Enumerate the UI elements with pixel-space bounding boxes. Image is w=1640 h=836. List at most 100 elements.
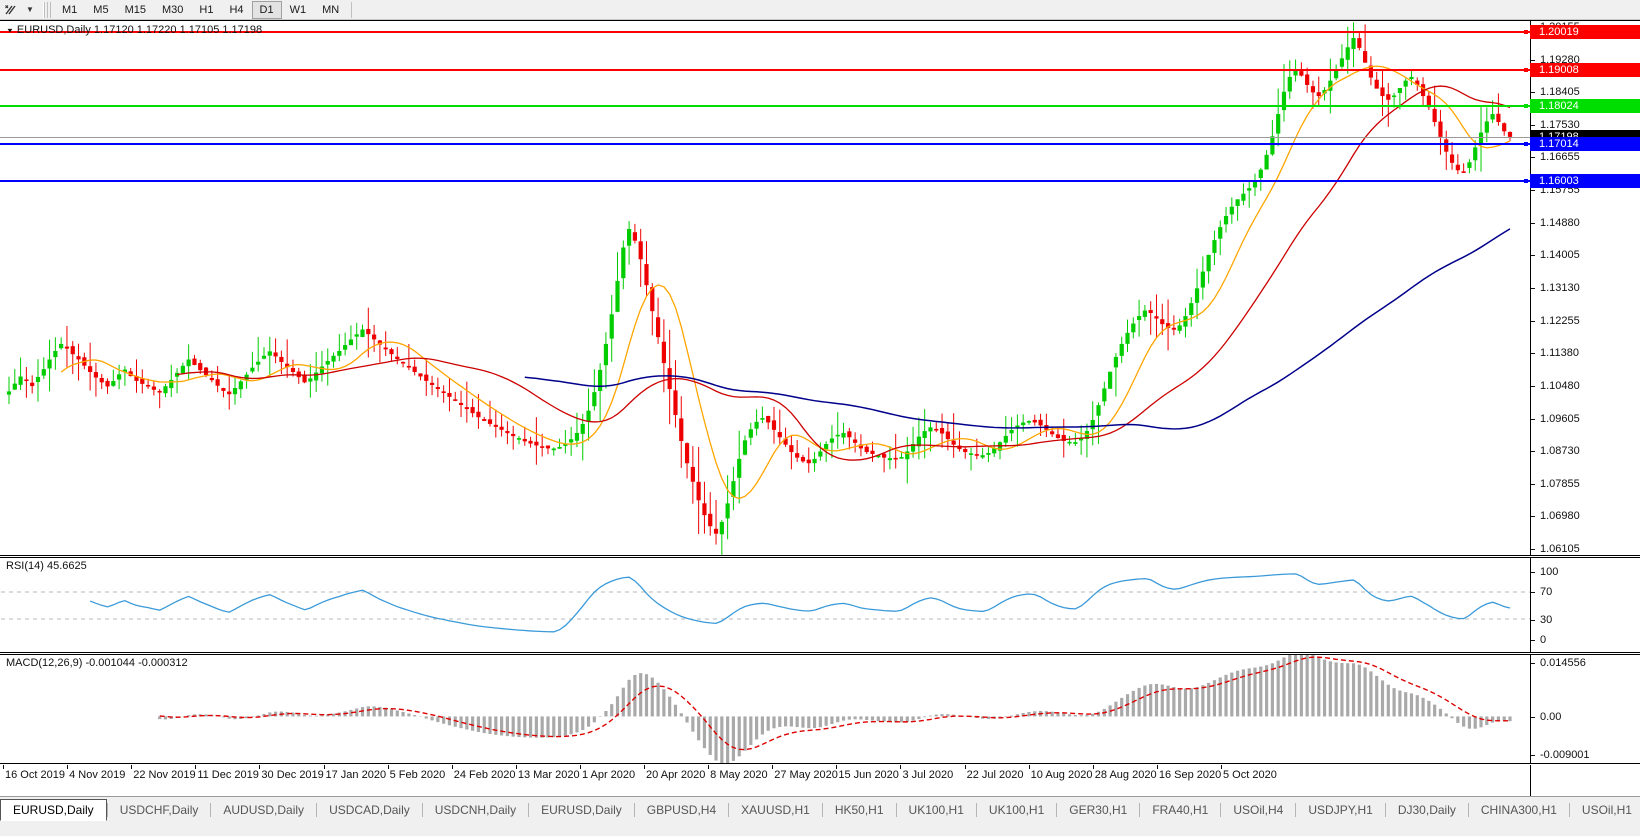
date-axis-tick (772, 765, 774, 769)
rsi-pane[interactable]: RSI(14) 45.6625 100 70 30 0 (0, 557, 1640, 653)
price-axis-tick (1531, 255, 1535, 257)
chart-tab-eurusd-daily[interactable]: EURUSD,Daily (541, 803, 622, 817)
price-axis-tick (1531, 222, 1535, 224)
tab-divider (1220, 803, 1222, 817)
chart-tab-usdjpy-h1[interactable]: USDJPY,H1 (1308, 803, 1373, 817)
timeframe-m30[interactable]: M30 (161, 3, 184, 16)
price-axis-tick (1531, 157, 1535, 159)
chart-tab-uk100-h1[interactable]: UK100,H1 (988, 803, 1045, 817)
chart-tab-usoil-h1[interactable]: USOil,H1 (1581, 803, 1632, 817)
date-axis-tick (451, 765, 453, 769)
price-axis-label: 1.08730 (1540, 445, 1580, 458)
date-axis-label: 22 Jul 2020 (966, 769, 1024, 781)
macd-plot[interactable] (1, 655, 1530, 763)
date-axis-tick (708, 765, 710, 769)
tab-divider (728, 803, 730, 817)
price-axis-label: 1.19280 (1540, 53, 1580, 66)
tab-divider (528, 803, 530, 817)
macd-axis-tick (1531, 663, 1535, 664)
chevron-down-icon[interactable]: ▼ (26, 5, 34, 14)
price-axis-tick (1531, 190, 1535, 192)
price-tag-pivot[interactable]: 1.18024 (1530, 99, 1640, 114)
rsi-axis-tick (1531, 640, 1535, 641)
rsi-plot[interactable] (1, 558, 1530, 652)
tab-divider (1384, 803, 1386, 817)
tab-divider (210, 803, 212, 817)
chart-tab-usdcnh-daily[interactable]: USDCNH,Daily (434, 803, 517, 817)
price-axis-label: 1.18405 (1540, 86, 1580, 99)
tab-divider (1139, 803, 1141, 817)
macd-axis-label: -0.009001 (1540, 749, 1590, 761)
date-axis-label: 1 Apr 2020 (581, 769, 636, 781)
tab-divider (1295, 803, 1297, 817)
macd-axis[interactable]: 0.014556 0.00 -0.009001 (1530, 655, 1640, 763)
macd-pane[interactable]: MACD(12,26,9) -0.001044 -0.000312 0.0145… (0, 654, 1640, 764)
chart-tab-usdcad-daily[interactable]: USDCAD,Daily (329, 803, 410, 817)
price-axis-tick (1531, 124, 1535, 126)
chart-tab-uk100-h1[interactable]: UK100,H1 (908, 803, 964, 817)
timeframe-w1[interactable]: W1 (289, 3, 307, 16)
date-axis-tick (3, 765, 4, 769)
price-axis[interactable]: 1.201551.192801.184051.175301.166551.157… (1530, 21, 1640, 555)
timeframe-m1[interactable]: M1 (62, 3, 78, 16)
chart-tab-bar: EURUSD,Daily USDCHF,Daily AUDUSD,Daily USDC… (0, 796, 1640, 836)
date-axis-label: 27 May 2020 (774, 769, 838, 781)
price-tag-support-1[interactable]: 1.17014 (1530, 136, 1640, 151)
date-axis-label: 17 Jan 2020 (325, 769, 387, 781)
tab-divider (421, 803, 423, 817)
timeframe-m15[interactable]: M15 (124, 3, 146, 16)
price-axis-tick (1531, 451, 1535, 453)
level-line-pivot[interactable] (0, 105, 1530, 108)
chart-area: ▼ EURUSD,Daily 1.17120 1.17220 1.17105 1.… (0, 20, 1640, 797)
date-axis-tick (644, 765, 646, 769)
triangle-down-icon[interactable]: ▼ (6, 26, 14, 35)
rsi-axis[interactable]: 100 70 30 0 (1530, 558, 1640, 652)
chart-tab-hk50-h1[interactable]: HK50,H1 (834, 803, 884, 817)
tab-divider (633, 803, 635, 817)
date-axis-tick (131, 765, 133, 769)
date-axis-label: 10 Aug 2020 (1030, 769, 1093, 781)
chart-tab-usoil-h4[interactable]: USOil,H4 (1233, 803, 1284, 817)
chart-tab-dj30-daily[interactable]: DJ30,Daily (1397, 803, 1456, 817)
chart-tab-eurusd-daily[interactable]: EURUSD,Daily (0, 799, 107, 821)
price-tag-support-2[interactable]: 1.16003 (1530, 174, 1640, 189)
price-tag-resistance-1[interactable]: 1.19008 (1530, 62, 1640, 77)
price-axis-label: 1.11380 (1540, 347, 1579, 360)
level-line-resistance-1[interactable] (0, 68, 1530, 71)
price-tag-resistance-2[interactable]: 1.20019 (1530, 25, 1640, 40)
level-line-resistance-2[interactable] (0, 31, 1530, 34)
date-axis-label: 8 May 2020 (710, 769, 768, 781)
rsi-axis-label: 0 (1540, 634, 1547, 646)
price-pane[interactable]: ▼ EURUSD,Daily 1.17120 1.17220 1.17105 1.… (0, 21, 1640, 556)
date-axis-tick (259, 765, 261, 769)
date-axis-tick (1156, 765, 1158, 769)
chart-tab-xauusd-h1[interactable]: XAUUSD,H1 (741, 803, 810, 817)
crosshair-cursor-icon[interactable] (0, 1, 22, 19)
chart-tab-ger30-h1[interactable]: GER30,H1 (1069, 803, 1128, 817)
level-line-support-1[interactable] (0, 142, 1530, 145)
price-axis-label: 1.14005 (1540, 249, 1580, 262)
chart-tab-gbpusd-h4[interactable]: GBPUSD,H4 (646, 803, 717, 817)
chart-tab-fra40-h1[interactable]: FRA40,H1 (1152, 803, 1209, 817)
toolbar-grip[interactable] (43, 1, 51, 18)
macd-axis-tick (1531, 755, 1535, 756)
chart-tab-china300-h1[interactable]: CHINA300,H1 (1480, 803, 1557, 817)
timeframe-h1[interactable]: H1 (199, 3, 214, 16)
timeframe-d1[interactable]: D1 (251, 0, 282, 19)
price-axis-tick (1531, 320, 1535, 322)
price-axis-tick (1531, 549, 1535, 550)
timeframe-m5[interactable]: M5 (93, 3, 109, 16)
price-candles (6, 22, 1513, 555)
date-axis[interactable]: 16 Oct 2019 4 Nov 2019 22 Nov 2019 11 Dec 2… (0, 765, 1640, 797)
timeframe-mn[interactable]: MN (322, 3, 340, 16)
timeframe-h4[interactable]: H4 (229, 3, 244, 16)
price-plot[interactable] (1, 21, 1530, 555)
chart-tab-audusd-daily[interactable]: AUDUSD,Daily (223, 803, 305, 817)
date-axis-label: 28 Aug 2020 (1094, 769, 1157, 781)
level-line-support-2[interactable] (0, 180, 1530, 183)
price-axis-label: 1.12255 (1540, 314, 1580, 327)
macd-header: MACD(12,26,9) -0.001044 -0.000312 (6, 657, 188, 669)
date-axis-label: 15 Jun 2020 (838, 769, 899, 781)
date-axis-label: 5 Feb 2020 (389, 769, 446, 781)
chart-tab-usdchf-daily[interactable]: USDCHF,Daily (119, 803, 199, 817)
